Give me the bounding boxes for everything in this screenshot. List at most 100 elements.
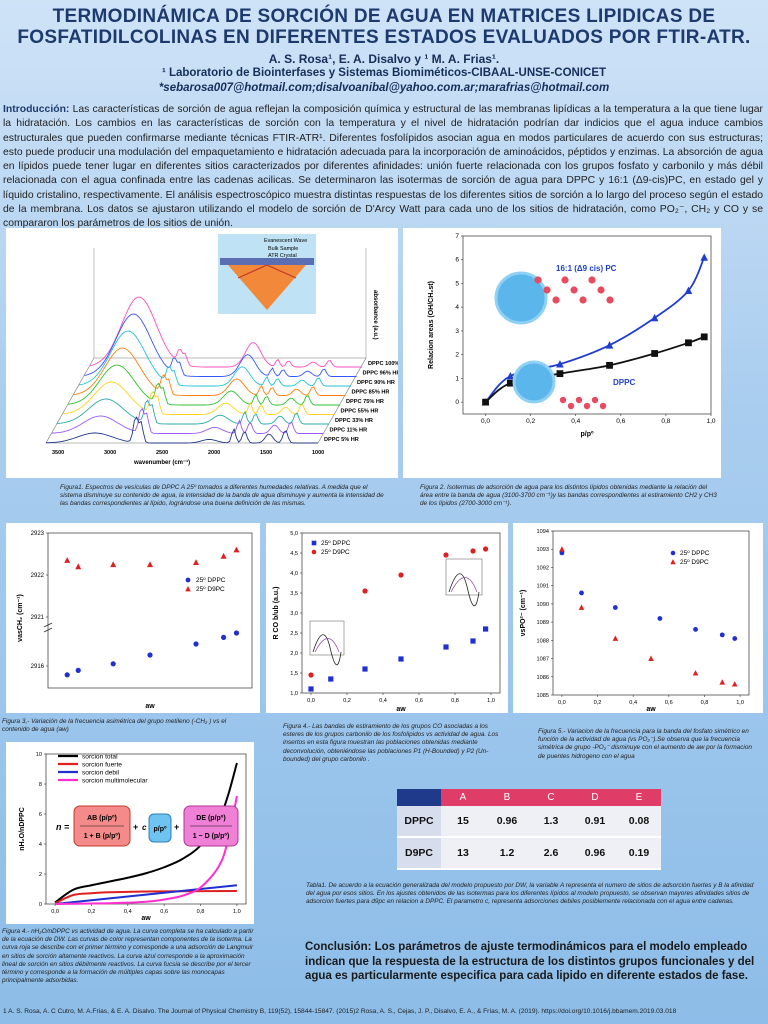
x-tick-label: 0,4 <box>124 909 132 915</box>
equation-symbol: + <box>174 822 179 832</box>
data-point <box>650 313 659 322</box>
intro-label: Introducción: <box>3 104 70 115</box>
water-molecule-icon <box>567 402 575 410</box>
x-tick-label: 0,0 <box>558 700 566 706</box>
x-tick-label: 3500 <box>52 450 64 456</box>
water-molecule-icon <box>559 396 567 404</box>
data-point <box>605 341 614 349</box>
y-tick-label: 2 <box>39 872 42 878</box>
spectrum-line <box>73 347 346 396</box>
data-point <box>328 676 334 682</box>
table-header: D <box>573 789 617 806</box>
y-tick-label: 2916 <box>31 664 45 670</box>
parameters-table: A B C D E DPPC 15 0.96 1.3 0.91 0.08 D9P… <box>397 789 661 870</box>
x-tick-label: 1,0 <box>233 909 241 915</box>
title-line-1: TERMODINÁMICA DE SORCIÓN DE AGUA EN MATR… <box>52 6 716 27</box>
y-tick-label: 0 <box>455 399 459 406</box>
data-point <box>684 286 693 294</box>
data-point <box>556 360 564 368</box>
data-point <box>470 638 476 644</box>
data-point <box>147 652 153 658</box>
data-point <box>606 361 613 369</box>
y-tick-label: 2,5 <box>290 631 298 637</box>
data-point <box>398 572 404 578</box>
references: 1 A. S. Rosa, A. C Cutro, M. A.Frias, & … <box>3 1008 677 1015</box>
data-point <box>362 588 368 594</box>
data-point <box>443 552 449 558</box>
x-tick-label: 0,8 <box>661 418 670 425</box>
equation-text: p/pº <box>153 826 166 833</box>
data-point <box>700 333 708 341</box>
x-axis-label: wavenumber (cm⁻¹) <box>133 459 190 466</box>
inset-curve <box>448 573 480 607</box>
plot-frame <box>47 532 253 689</box>
inset-label: ATR Crystal <box>268 253 297 259</box>
spectrum-line <box>84 313 357 377</box>
x-tick-label: 0,2 <box>343 698 351 704</box>
figure3-caption: Figura 3,- Variación de la frecuencia as… <box>2 718 227 734</box>
data-point <box>651 350 659 357</box>
figure2-caption: Figura 2. Isotermas de adsorción de agua… <box>420 484 717 508</box>
data-point <box>64 557 71 563</box>
y-tick-label: 2921 <box>31 615 45 621</box>
inset-label: Evanescent Wave <box>264 238 307 244</box>
data-point <box>731 681 738 687</box>
data-point <box>670 559 676 565</box>
data-point <box>64 672 70 678</box>
legend-label: sorcion fuerte <box>82 762 122 769</box>
data-point <box>221 634 227 640</box>
table-cell: 0.08 <box>617 806 661 838</box>
series-label: 16:1 (Δ9 cis) PC <box>556 264 617 273</box>
pc-vesicle-icon <box>494 271 548 325</box>
data-point <box>719 632 725 638</box>
table-row: D9PC 13 1.2 2.6 0.96 0.19 <box>397 837 661 870</box>
y-axis-label: Relacion areas (OH/CH₂st) <box>428 281 435 369</box>
x-tick-label: 0,8 <box>701 700 709 706</box>
y-tick-label: 1094 <box>537 529 549 535</box>
y-tick-label: 4,5 <box>290 551 298 557</box>
data-point <box>578 604 585 610</box>
x-axis-label: aw <box>145 703 155 710</box>
equation-symbol: n = <box>56 822 70 832</box>
x-tick-label: 1,0 <box>487 698 495 704</box>
figure5-chart: 1094 1093 1092 1091 1090 1089 1088 1087 1086 1085… <box>520 529 750 713</box>
data-point <box>559 550 565 556</box>
table-header: A <box>441 789 485 806</box>
inset-curve <box>450 577 478 593</box>
spectrum-label: DPPC 96% HR <box>363 371 399 377</box>
equation-symbol: + <box>133 822 138 832</box>
data-point <box>233 546 240 553</box>
x-tick-label: 1,0 <box>736 700 744 706</box>
x-tick-label: 1000 <box>312 450 324 456</box>
data-point <box>311 540 317 546</box>
inset-curve <box>314 638 340 653</box>
plot-frame <box>552 530 750 696</box>
series-line <box>54 884 238 905</box>
data-point <box>482 398 489 406</box>
plot-frame <box>45 753 247 905</box>
table-cell: 2.6 <box>529 837 573 870</box>
title-line-2: FOSFATIDILCOLINAS EN DIFERENTES ESTADOS … <box>17 27 751 48</box>
spectrum-line <box>45 416 318 444</box>
introduction: Introducción: Las características de sor… <box>3 103 763 232</box>
y-axis-label: absorbance (a.u.) <box>372 290 378 340</box>
x-tick-label: 0,2 <box>88 909 96 915</box>
data-point <box>185 586 191 592</box>
data-point <box>648 655 654 661</box>
legend-label: 25º DPPC <box>196 577 226 584</box>
data-point <box>556 370 564 378</box>
x-tick-label: 3000 <box>104 450 116 456</box>
y-tick-label: 2922 <box>31 573 45 579</box>
spectrum-label: DPPC 90% HR <box>357 380 395 386</box>
table-caption: Tabla1. De acuerdo a la ecuación general… <box>306 882 754 906</box>
x-tick-label: 0,6 <box>415 698 423 704</box>
ir-beam-out <box>266 264 297 279</box>
table-cell: 1.2 <box>485 837 529 870</box>
y-axis-label: νsPO²⁻ (cm⁻¹) <box>520 590 527 637</box>
data-point <box>398 656 404 662</box>
water-molecule-icon <box>575 396 583 404</box>
x-tick-label: 0,8 <box>451 698 459 704</box>
emails: *sebarosa007@hotmail.com;disalvoanibal@y… <box>158 82 610 94</box>
spectrum-label: DPPC 55% HR <box>341 409 379 415</box>
series-label: DPPC <box>613 378 635 387</box>
